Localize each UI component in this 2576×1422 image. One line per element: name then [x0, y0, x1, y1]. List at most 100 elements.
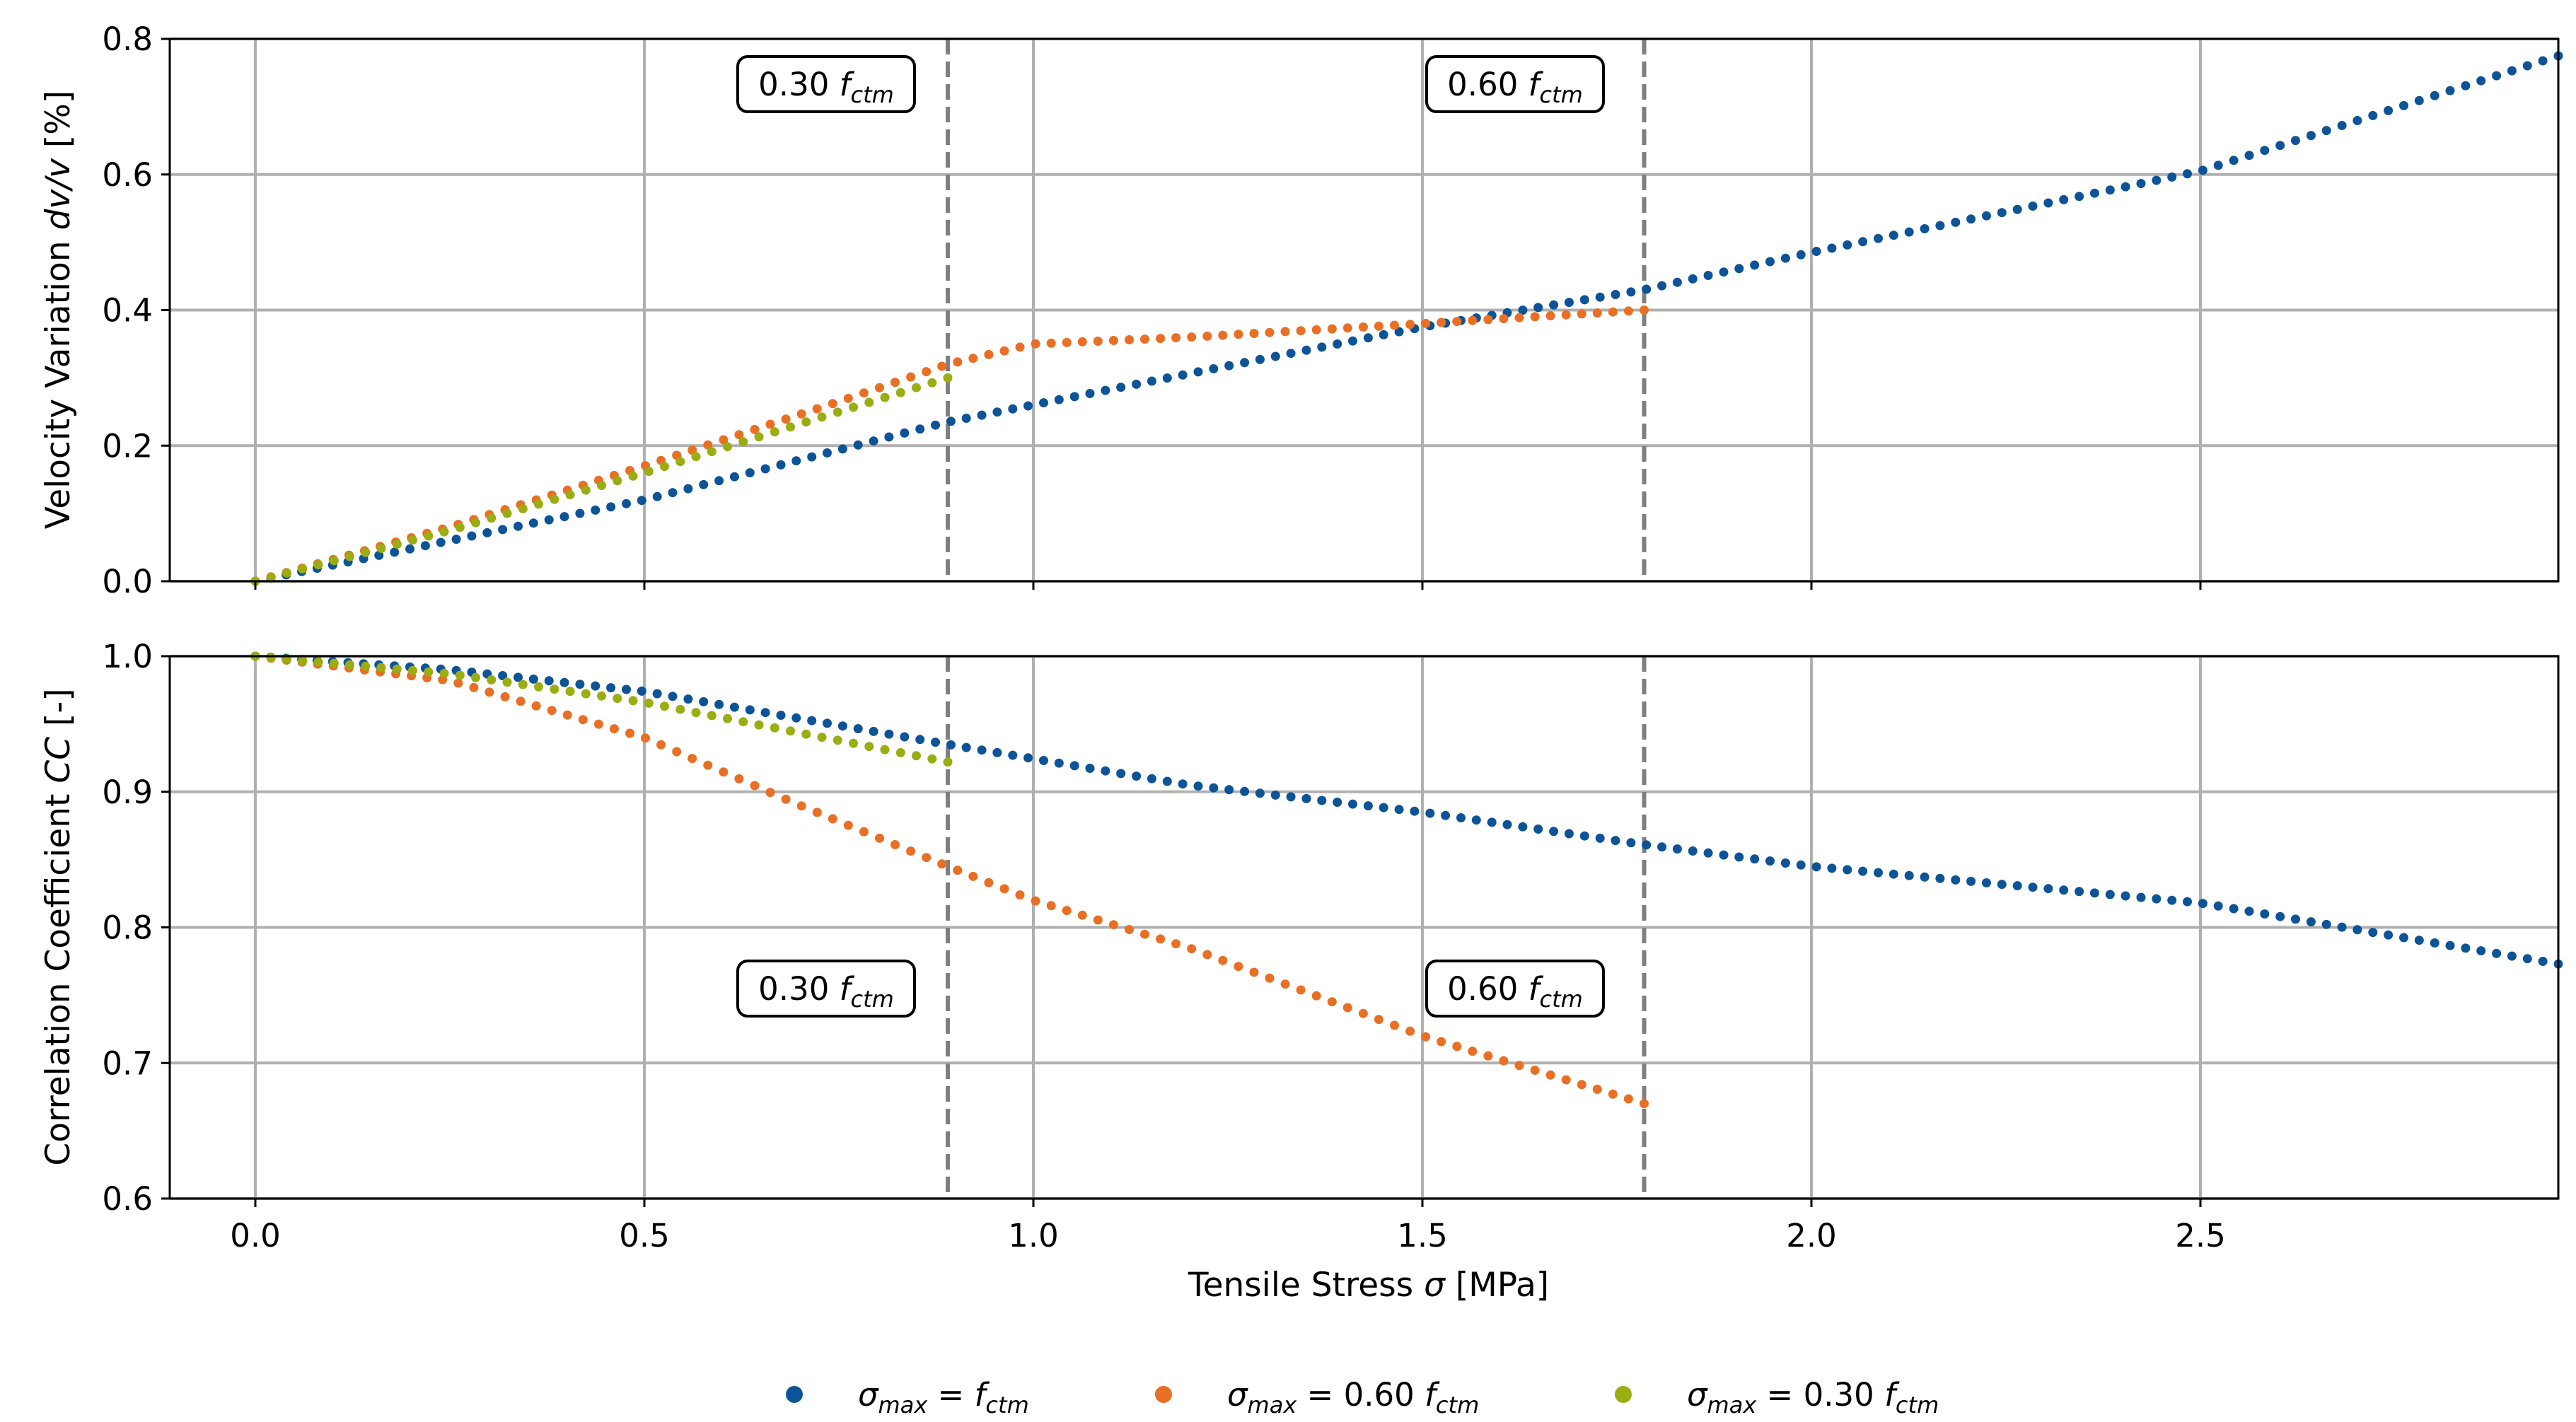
- data-point: [1390, 1020, 1399, 1030]
- series-blue: [250, 651, 2563, 969]
- data-point: [1280, 979, 1290, 989]
- data-point: [683, 694, 693, 704]
- data-point: [1209, 364, 1219, 373]
- data-point: [2306, 917, 2316, 927]
- data-point: [943, 373, 953, 383]
- data-point: [2461, 81, 2471, 91]
- data-point: [1301, 345, 1311, 355]
- data-point: [1502, 820, 1512, 829]
- data-point: [622, 684, 631, 694]
- data-point: [853, 724, 863, 733]
- data-point: [1966, 214, 1976, 224]
- data-point: [719, 767, 729, 777]
- data-point: [1171, 939, 1181, 949]
- annotation-box: [1425, 960, 1605, 1018]
- data-point: [770, 723, 779, 733]
- data-point: [2198, 899, 2207, 909]
- data-point: [1108, 920, 1118, 930]
- data-point: [2384, 105, 2394, 115]
- data-point: [1734, 852, 1744, 862]
- data-point: [1904, 227, 1914, 237]
- data-point: [2105, 890, 2115, 899]
- data-point: [518, 504, 528, 513]
- data-point: [1140, 334, 1149, 344]
- data-point: [837, 444, 847, 454]
- data-point: [1342, 323, 1352, 333]
- data-point: [946, 416, 956, 426]
- data-point: [1193, 367, 1203, 377]
- data-point: [1062, 337, 1072, 347]
- data-point: [1363, 801, 1373, 811]
- data-point: [1796, 250, 1806, 260]
- data-point: [915, 735, 925, 745]
- velocity-panel: 0.0 0.2 0.4 0.6 0.8 Velocity Variation dv/v …: [39, 21, 2563, 600]
- correlation-y-ticks: 0.6 0.7 0.8 0.9 1.0: [102, 638, 170, 1218]
- data-point: [750, 424, 760, 434]
- data-point: [1202, 331, 1212, 341]
- data-point: [408, 665, 417, 675]
- data-point: [729, 472, 739, 482]
- data-point: [992, 407, 1002, 417]
- data-point: [687, 754, 697, 764]
- data-point: [1187, 944, 1197, 954]
- data-point: [1626, 838, 1636, 848]
- data-point: [1132, 771, 1142, 781]
- data-point: [2337, 922, 2347, 932]
- data-point: [1935, 873, 1945, 883]
- data-point: [652, 689, 662, 699]
- data-point: [1549, 300, 1559, 310]
- data-point: [565, 687, 575, 697]
- data-point: [750, 781, 760, 791]
- annotation-030-top: 0.30 fctm: [736, 55, 916, 113]
- data-point: [859, 827, 869, 837]
- data-point: [641, 733, 650, 743]
- data-point: [1147, 376, 1156, 386]
- data-point: [707, 711, 716, 721]
- data-point: [345, 660, 354, 670]
- data-point: [1487, 817, 1497, 827]
- data-point: [734, 430, 744, 440]
- data-point: [703, 440, 713, 450]
- data-point: [1171, 333, 1181, 343]
- annotation-box: [1425, 55, 1605, 113]
- data-point: [968, 871, 978, 881]
- data-point: [1054, 758, 1064, 768]
- data-point: [2430, 91, 2439, 100]
- data-point: [625, 728, 634, 738]
- data-point: [376, 663, 386, 672]
- data-point: [707, 447, 716, 457]
- data-point: [953, 357, 963, 367]
- data-point: [2352, 925, 2362, 935]
- data-point: [1031, 896, 1040, 906]
- data-point: [1358, 1008, 1368, 1018]
- data-point: [2120, 182, 2130, 192]
- data-point: [591, 505, 601, 515]
- data-point: [376, 544, 386, 553]
- x-tick-label: 1.0: [1008, 1217, 1059, 1254]
- data-point: [1642, 284, 1652, 294]
- data-point: [801, 729, 811, 739]
- data-point: [807, 716, 817, 725]
- velocity-data-points: [250, 51, 2563, 586]
- data-point: [2213, 161, 2223, 170]
- data-point: [786, 726, 795, 736]
- data-point: [516, 697, 526, 706]
- data-point: [828, 399, 837, 409]
- data-point: [1595, 833, 1605, 843]
- data-point: [1008, 750, 1018, 760]
- data-point: [1023, 753, 1033, 763]
- data-point: [1530, 1066, 1540, 1075]
- data-point: [884, 432, 894, 442]
- data-point: [597, 691, 606, 701]
- data-point: [999, 346, 1009, 356]
- data-point: [1093, 337, 1103, 346]
- data-point: [2384, 930, 2394, 940]
- data-point: [922, 853, 932, 863]
- data-point: [1827, 863, 1837, 873]
- legend-marker-blue: [786, 1386, 803, 1403]
- data-point: [817, 733, 827, 742]
- data-point: [502, 677, 512, 687]
- data-point: [1982, 878, 1991, 887]
- data-point: [1162, 776, 1172, 786]
